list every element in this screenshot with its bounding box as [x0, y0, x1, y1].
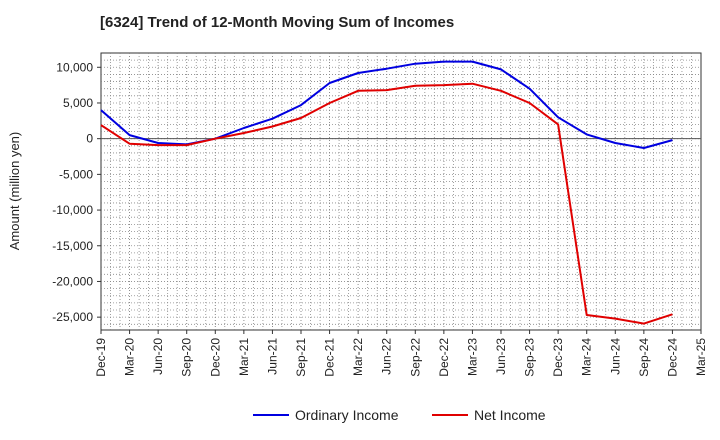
x-tick-label: Jun-21: [265, 338, 279, 375]
y-tick-label: -5,000: [59, 167, 93, 181]
y-tick-label: -25,000: [52, 310, 93, 324]
x-tick-label: Dec-24: [665, 338, 679, 377]
x-tick-label: Sep-22: [408, 338, 422, 377]
y-axis-label: Amount (million yen): [7, 132, 22, 251]
y-tick-label: 0: [86, 132, 93, 146]
y-tick-label: 10,000: [56, 60, 93, 74]
y-tick-label: -15,000: [52, 239, 93, 253]
x-tick-label: Sep-23: [523, 338, 537, 377]
y-tick-label: -20,000: [52, 274, 93, 288]
x-tick-label: Mar-20: [123, 338, 137, 376]
net-income-line: [100, 82, 673, 325]
x-tick-label: Sep-20: [180, 338, 194, 377]
chart-title: [6324] Trend of 12-Month Moving Sum of I…: [100, 14, 455, 31]
x-axis-ticks: Dec-19 Mar-20 Jun-20 Sep-20 Dec-20 Mar-21 Jun-…: [94, 330, 708, 377]
x-tick-label: Jun-20: [151, 338, 165, 375]
x-tick-label: Dec-21: [323, 338, 337, 377]
x-tick-label: Dec-19: [94, 338, 108, 377]
y-tick-label: 5,000: [63, 96, 93, 110]
x-tick-label: Jun-22: [380, 338, 394, 375]
plot-border: [100, 52, 702, 331]
grid: [101, 53, 701, 330]
series-layer: [100, 60, 673, 325]
x-tick-label: Mar-24: [580, 338, 594, 376]
x-tick-label: Dec-20: [208, 338, 222, 377]
x-tick-label: Jun-24: [608, 338, 622, 375]
y-axis-ticks: 10,000 5,000 0 -5,000 -10,000 -15,000 -20,000 -…: [52, 60, 101, 324]
x-tick-label: Mar-21: [237, 338, 251, 376]
plot-area: [100, 52, 702, 331]
legend-label-ordinary-income: Ordinary Income: [295, 407, 399, 423]
x-tick-label: Sep-24: [637, 338, 651, 377]
x-tick-label: Mar-23: [465, 338, 479, 376]
x-tick-label: Dec-23: [551, 338, 565, 377]
legend-label-net-income: Net Income: [474, 407, 546, 423]
legend: Ordinary Income Net Income: [253, 407, 546, 423]
x-tick-label: Jun-23: [494, 338, 508, 375]
y-tick-label: -10,000: [52, 203, 93, 217]
x-tick-label: Dec-22: [437, 338, 451, 377]
x-tick-label: Sep-21: [294, 338, 308, 377]
x-tick-label: Mar-25: [694, 338, 708, 376]
x-tick-label: Mar-22: [351, 338, 365, 376]
